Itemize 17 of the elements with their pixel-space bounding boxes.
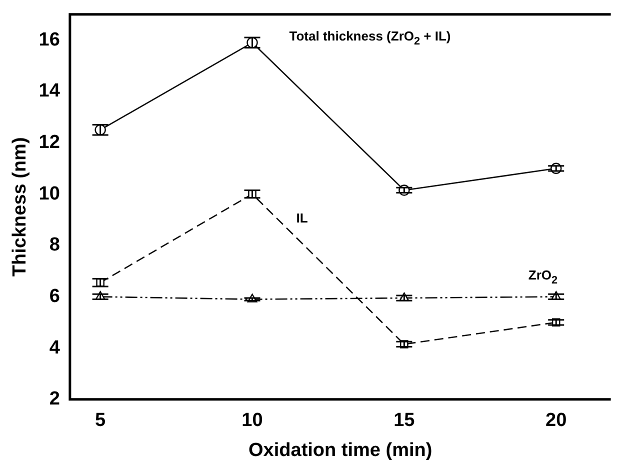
x-axis-title: Oxidation time (min): [248, 440, 432, 461]
y-tick-label: 14: [38, 80, 60, 102]
x-tick-label: 5: [95, 410, 106, 432]
x-tick-label: 15: [394, 410, 416, 432]
y-tick-label: 10: [38, 183, 60, 204]
annotation: ZrO$_{2}$: [528, 268, 558, 286]
y-tick-label: 2: [49, 388, 60, 410]
x-tick-label: 20: [546, 410, 567, 432]
annotation: IL: [296, 210, 308, 226]
y-tick-label: 12: [38, 132, 60, 153]
x-tick-label: 10: [242, 410, 263, 432]
y-tick-label: 16: [38, 29, 60, 50]
y-axis-title: Thickness (nm): [10, 137, 31, 277]
y-tick-label: 6: [49, 286, 60, 307]
y-tick-label: 4: [49, 337, 60, 358]
y-tick-label: 8: [49, 234, 60, 256]
annotation: Total thickness (ZrO$_{2}$ + IL): [289, 28, 451, 48]
